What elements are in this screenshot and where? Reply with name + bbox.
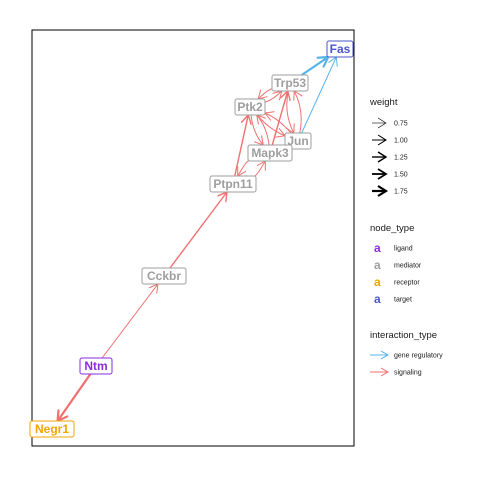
node-box — [79, 357, 113, 375]
legend-weight-label: 1.75 — [394, 189, 408, 196]
node-trp53: Trp53 — [271, 74, 309, 92]
legend-weight-item: 1.75 — [372, 185, 408, 197]
legend-weight-arrowhead — [377, 151, 388, 163]
node-box — [326, 40, 354, 58]
node-label: Trp53 — [274, 76, 306, 90]
legend-weight-label: 1.00 — [394, 138, 408, 145]
legend-node-type-label: mediator — [394, 263, 422, 270]
legend-node-type-label: ligand — [394, 246, 413, 253]
legend-weight-label: 0.75 — [394, 121, 408, 128]
legend-node-glyph: a — [374, 241, 381, 255]
node-box — [234, 98, 266, 116]
legend-node-type-item: a target — [374, 292, 412, 306]
legend-interaction-arrowhead — [380, 350, 390, 360]
legend-node-type-label: target — [394, 297, 412, 304]
legend-node-glyph: a — [374, 275, 381, 289]
node-box — [141, 267, 187, 285]
legend-weight-item: 1.25 — [372, 151, 408, 163]
node-label: Ntm — [84, 359, 107, 373]
node-box — [271, 74, 309, 92]
legend-weight-arrowhead — [377, 168, 388, 180]
legend-interaction-label: signaling — [394, 370, 422, 377]
node-box — [247, 144, 293, 162]
legend-interaction-type-title: interaction_type — [370, 330, 437, 341]
legend-weight: weight 0.75 1.00 1.25 1.50 1.75 — [369, 97, 408, 197]
legend-weight-arrowhead — [377, 134, 387, 146]
node-fas: Fas — [326, 40, 354, 58]
legend-interaction-arrowhead — [380, 367, 390, 377]
legend-interaction-type: interaction_type gene regulatory signalin… — [370, 330, 443, 377]
node-label: Ptk2 — [237, 100, 263, 114]
legend-interaction-item: signaling — [370, 367, 422, 377]
node-label: Ptpn11 — [213, 177, 253, 191]
node-label: Cckbr — [147, 269, 181, 283]
node-label: Fas — [330, 42, 351, 56]
node-negr1: Negr1 — [29, 420, 75, 438]
legend-node-type-title: node_type — [370, 223, 414, 234]
node-ntm: Ntm — [79, 357, 113, 375]
legend-weight-arrowhead — [377, 117, 387, 129]
legend-weight-item: 1.50 — [372, 168, 408, 180]
legend-weight-label: 1.25 — [394, 155, 408, 162]
legend-node-type: node_type a ligand a mediator a receptor a targ… — [370, 223, 422, 306]
legend-weight-title: weight — [369, 97, 398, 108]
legend-node-type-label: receptor — [394, 280, 420, 287]
legend-weight-item: 1.00 — [372, 134, 408, 146]
node-label: Negr1 — [35, 422, 69, 436]
legend-weight-item: 0.75 — [372, 117, 408, 129]
node-box — [209, 175, 257, 193]
node-cckbr: Cckbr — [141, 267, 187, 285]
node-mapk3: Mapk3 — [247, 144, 293, 162]
node-ptpn11: Ptpn11 — [209, 175, 257, 193]
legend-node-type-item: a mediator — [374, 258, 422, 272]
legend-node-glyph: a — [374, 258, 381, 272]
legend-node-type-item: a receptor — [374, 275, 420, 289]
legend-weight-arrowhead — [377, 185, 389, 197]
node-label: Jun — [287, 134, 308, 148]
node-ptk2: Ptk2 — [234, 98, 266, 116]
legend-node-type-item: a ligand — [374, 241, 413, 255]
legend-interaction-label: gene regulatory — [394, 353, 443, 360]
node-label: Mapk3 — [251, 146, 289, 160]
legend-weight-label: 1.50 — [394, 172, 408, 179]
legend-node-glyph: a — [374, 292, 381, 306]
node-box — [29, 420, 75, 438]
legend-interaction-item: gene regulatory — [370, 350, 443, 360]
